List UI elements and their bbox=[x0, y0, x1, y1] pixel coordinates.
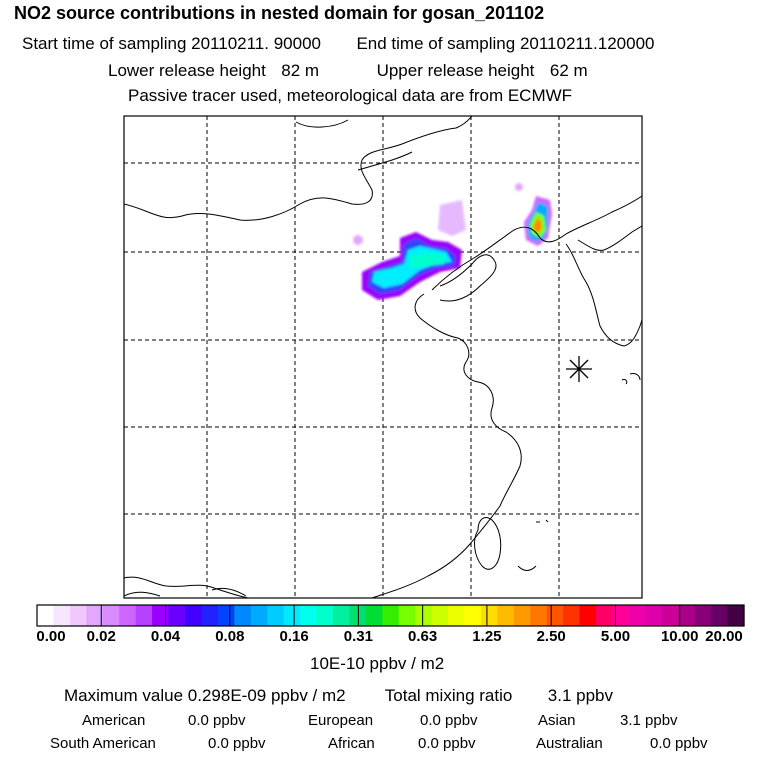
max-value: 0.298E-09 ppbv / m2 bbox=[187, 686, 346, 705]
colorbar-tick-label: 10.00 bbox=[660, 628, 699, 645]
colorbar-cell bbox=[135, 605, 153, 626]
region-value: 0.0 ppbv bbox=[188, 712, 246, 729]
region-name: African bbox=[328, 735, 375, 752]
colorbar-cell bbox=[217, 605, 235, 626]
colorbar-cell bbox=[596, 605, 614, 626]
end-time-value: 20110211.120000 bbox=[519, 34, 655, 53]
colorbar-tick-label: 0.63 bbox=[408, 628, 438, 645]
chart-title: NO2 source contributions in nested domai… bbox=[14, 3, 545, 23]
colorbar-cell bbox=[563, 605, 581, 626]
colorbar-cell bbox=[628, 605, 646, 626]
colorbar-cell bbox=[152, 605, 170, 626]
colorbar-tick-label: 0.16 bbox=[279, 628, 309, 645]
upper-height-label: Upper release height bbox=[376, 61, 535, 80]
lower-height-label: Lower release height bbox=[108, 61, 266, 80]
region-name: Asian bbox=[538, 712, 576, 729]
colorbar-cell bbox=[283, 605, 301, 626]
total-label: Total mixing ratio bbox=[384, 686, 513, 705]
colorbar-cell bbox=[431, 605, 449, 626]
colorbar-cell bbox=[300, 605, 318, 626]
colorbar-cell bbox=[415, 605, 433, 626]
coastlines bbox=[123, 115, 643, 599]
colorbar-cell bbox=[316, 605, 334, 626]
colorbar-cell bbox=[168, 605, 186, 626]
summary-stats: Maximum value 0.298E-09 ppbv / m2 Total … bbox=[64, 686, 613, 706]
colorbar-cell bbox=[464, 605, 482, 626]
colorbar-cell bbox=[727, 605, 745, 626]
colorbar-frame bbox=[36, 604, 745, 627]
colorbar-cell bbox=[102, 605, 120, 626]
end-time-label: End time of sampling bbox=[356, 34, 516, 53]
colorbar-cell bbox=[69, 605, 87, 626]
colorbar-cell bbox=[119, 605, 137, 626]
colorbar-cell bbox=[184, 605, 203, 626]
colorbar-cell bbox=[513, 605, 531, 626]
region-name: European bbox=[308, 712, 374, 729]
colorbar-cell bbox=[612, 605, 630, 626]
region-value: 0.0 ppbv bbox=[208, 735, 266, 752]
colorbar-tick-label: 5.00 bbox=[600, 628, 631, 645]
colorbar-cell bbox=[579, 605, 597, 626]
colorbar-cell bbox=[234, 605, 252, 626]
colorbar-tick-label: 1.25 bbox=[472, 628, 502, 645]
colorbar-tick-label: 0.02 bbox=[86, 628, 116, 645]
colorbar-cell bbox=[53, 605, 71, 626]
region-value: 0.0 ppbv bbox=[420, 712, 478, 729]
lower-height-value: 82 m bbox=[281, 61, 320, 80]
colorbar-cell bbox=[480, 605, 498, 626]
region-name: American bbox=[82, 712, 146, 729]
colorbar-cell bbox=[661, 605, 679, 626]
colorbar-tick-label: 0.08 bbox=[215, 628, 245, 645]
region-name: Australian bbox=[536, 735, 603, 752]
asterisk-icon bbox=[566, 356, 592, 382]
release-heights: Lower release height 82 m Upper release … bbox=[108, 61, 588, 81]
colorbar-cell bbox=[546, 605, 564, 626]
total-value: 3.1 ppbv bbox=[547, 686, 614, 705]
colorbar-units: 10E-10 ppbv / m2 bbox=[310, 654, 445, 673]
upper-height-value: 62 m bbox=[549, 61, 588, 80]
sampling-times: Start time of sampling 20110211. 90000 E… bbox=[22, 34, 655, 54]
colorbar-cell bbox=[332, 605, 350, 626]
region-name: South American bbox=[50, 735, 156, 752]
colorbar-tick-label: 0.04 bbox=[150, 628, 181, 645]
colorbar-cell bbox=[497, 605, 515, 626]
colorbar-cell bbox=[250, 605, 268, 626]
start-time-value: 20110211. 90000 bbox=[191, 34, 321, 53]
tracer-note: Passive tracer used, meteorological data… bbox=[128, 86, 573, 105]
colorbar-cell bbox=[201, 605, 219, 626]
region-value: 0.0 ppbv bbox=[418, 735, 476, 752]
colorbar-cell bbox=[530, 605, 548, 626]
colorbar-cell bbox=[645, 605, 663, 626]
colorbar-cell bbox=[382, 605, 400, 626]
colorbar-tick-label: 2.50 bbox=[536, 628, 566, 645]
colorbar-cell bbox=[37, 605, 55, 626]
colorbar-cell bbox=[365, 605, 383, 626]
colorbar-cell bbox=[678, 605, 696, 626]
colorbar-tick-label: 20.00 bbox=[705, 628, 743, 645]
colorbar-cell bbox=[398, 605, 416, 626]
colorbar-tick-label: 0.00 bbox=[36, 628, 66, 645]
colorbar-cell bbox=[267, 605, 285, 626]
colorbar-cell bbox=[86, 605, 104, 626]
max-label: Maximum value bbox=[64, 686, 184, 705]
colorbar-cell bbox=[711, 605, 729, 626]
colorbar-tick-label: 0.31 bbox=[343, 628, 373, 645]
colorbar-cell bbox=[448, 605, 466, 626]
plume-korea bbox=[515, 183, 552, 246]
start-time-label: Start time of sampling bbox=[22, 34, 187, 53]
region-value: 3.1 ppbv bbox=[620, 712, 678, 729]
colorbar-cell bbox=[694, 605, 712, 626]
region-value: 0.0 ppbv bbox=[650, 735, 708, 752]
plume-beijing bbox=[353, 200, 466, 300]
